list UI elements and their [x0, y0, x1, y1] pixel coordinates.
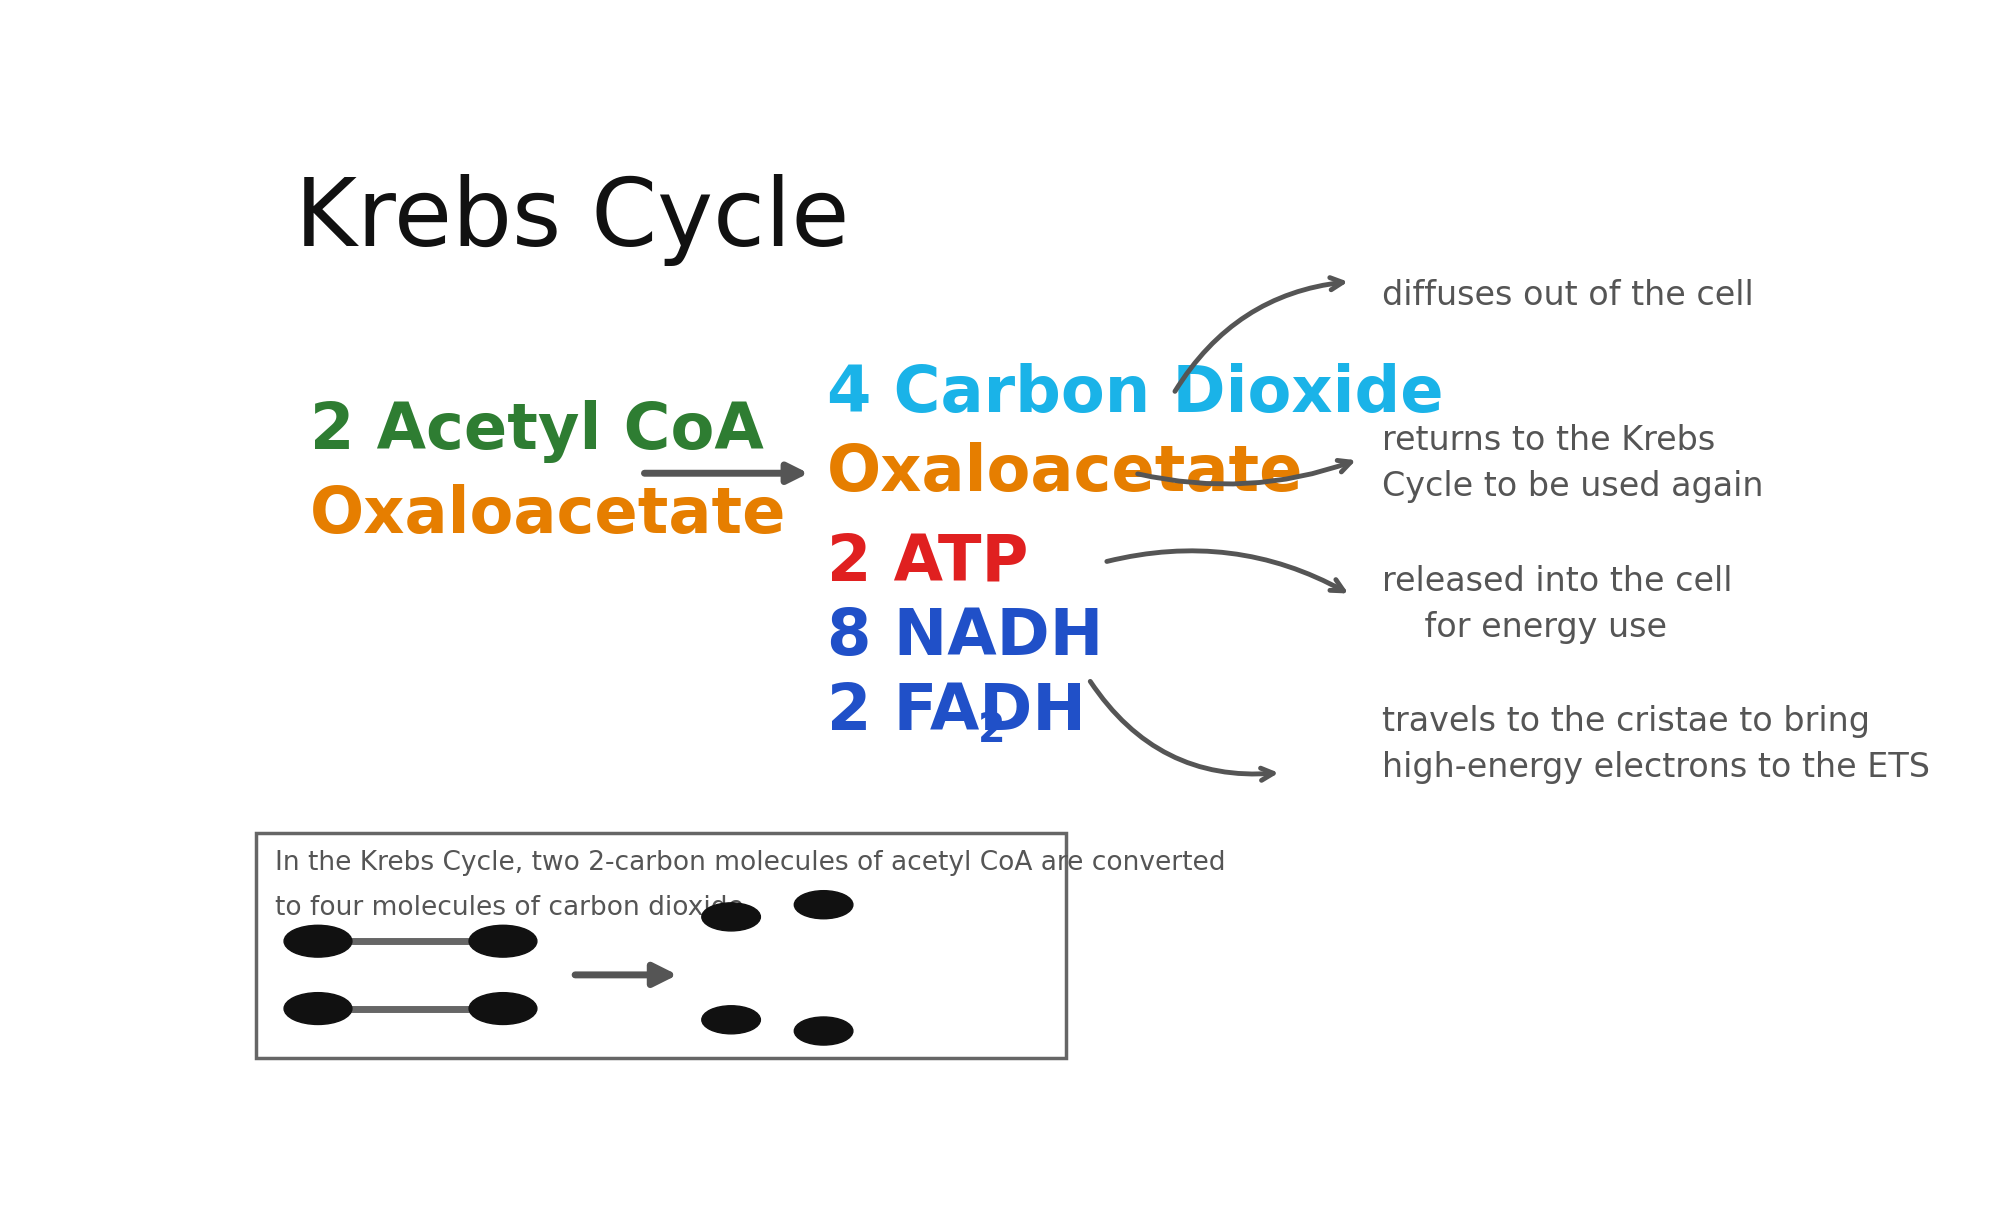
Text: 2 FADH: 2 FADH [827, 680, 1086, 742]
Ellipse shape [469, 926, 537, 957]
Text: returns to the Krebs
Cycle to be used again: returns to the Krebs Cycle to be used ag… [1382, 424, 1762, 503]
Text: Oxaloacetate: Oxaloacetate [827, 442, 1303, 504]
FancyBboxPatch shape [257, 833, 1066, 1058]
Text: Oxaloacetate: Oxaloacetate [310, 485, 788, 547]
Text: 8 NADH: 8 NADH [827, 606, 1104, 668]
Text: 2 Acetyl CoA: 2 Acetyl CoA [310, 400, 764, 463]
Text: 2: 2 [979, 711, 1004, 751]
Text: to four molecules of carbon dioxide: to four molecules of carbon dioxide [274, 895, 744, 921]
Text: 2 ATP: 2 ATP [827, 531, 1028, 593]
Ellipse shape [794, 1017, 853, 1045]
Ellipse shape [284, 926, 352, 957]
Text: 4 Carbon Dioxide: 4 Carbon Dioxide [827, 363, 1444, 425]
Text: released into the cell
    for energy use: released into the cell for energy use [1382, 565, 1732, 644]
Ellipse shape [702, 903, 760, 931]
Ellipse shape [702, 1006, 760, 1034]
Text: diffuses out of the cell: diffuses out of the cell [1382, 279, 1754, 312]
Text: Krebs Cycle: Krebs Cycle [294, 174, 849, 266]
Ellipse shape [284, 993, 352, 1024]
Text: travels to the cristae to bring
high-energy electrons to the ETS: travels to the cristae to bring high-ene… [1382, 705, 1929, 784]
Text: In the Krebs Cycle, two 2-carbon molecules of acetyl CoA are converted: In the Krebs Cycle, two 2-carbon molecul… [274, 850, 1225, 876]
Ellipse shape [794, 891, 853, 919]
Ellipse shape [469, 993, 537, 1024]
